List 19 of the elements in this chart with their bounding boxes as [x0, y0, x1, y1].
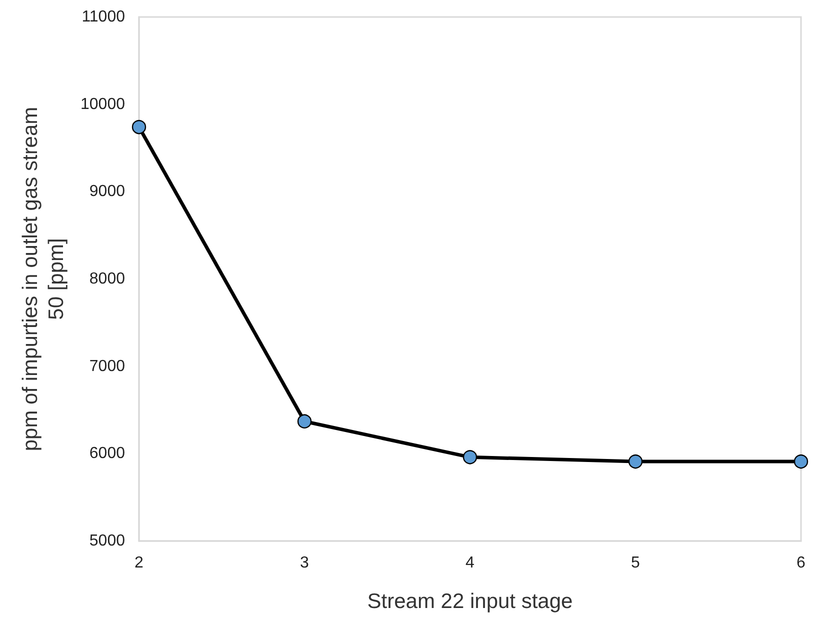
y-tick-label: 10000 — [80, 96, 126, 113]
y-tick-label: 9000 — [89, 183, 126, 200]
point — [628, 454, 643, 469]
point — [794, 454, 808, 469]
x-tick-label: 2 — [134, 554, 144, 572]
y-tick-label: 7000 — [89, 358, 126, 375]
x-axis-title: Stream 22 input stage — [367, 590, 573, 613]
y-tick-label: 8000 — [89, 270, 126, 288]
y-tick-label: 6000 — [89, 445, 126, 462]
point — [462, 450, 478, 464]
x-tick-label: 4 — [466, 554, 475, 572]
x-tick-label: 6 — [796, 554, 806, 572]
y-tick-label: 5000 — [89, 532, 126, 550]
point — [297, 414, 312, 428]
point — [132, 120, 146, 134]
x-tick-label: 3 — [300, 554, 310, 572]
y-axis-title: ppm of impurties in outlet gas stream 50 [ppm] — [19, 106, 68, 452]
y-tick-label: 11000 — [82, 8, 126, 26]
x-tick-label: 5 — [631, 554, 640, 572]
